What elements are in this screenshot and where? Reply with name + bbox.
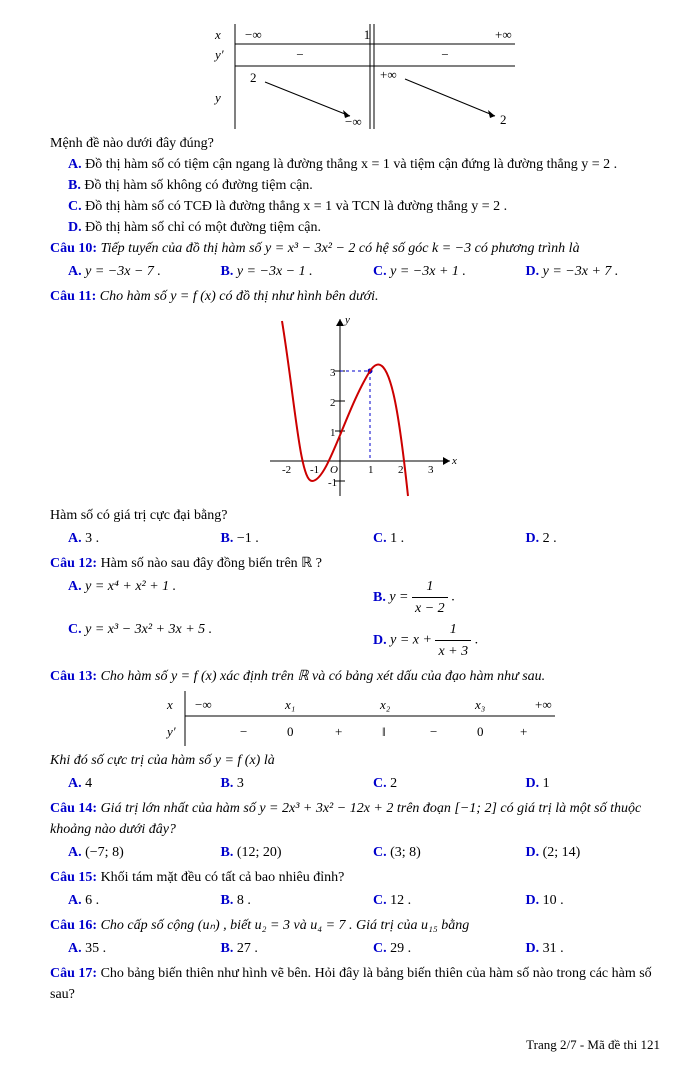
svg-text:y′: y′ [165,724,176,739]
vt1-mid: 1 [364,27,371,42]
q10-options: A. y = −3x − 7 . B. y = −3x − 1 . C. y =… [50,261,660,282]
svg-text:x₃: x₃ [474,697,485,712]
svg-text:-2: -2 [282,464,291,476]
q17-text: Câu 17: Cho bảng biến thiên như hình vẽ … [50,963,660,1005]
svg-text:2: 2 [330,397,336,409]
svg-text:x: x [166,697,173,712]
svg-text:+: + [520,724,527,739]
page-footer: Trang 2/7 - Mã đề thi 121 [50,1035,660,1055]
svg-text:1: 1 [368,464,374,476]
svg-text:-1: -1 [328,477,337,489]
vt1-minus2: − [441,47,448,62]
svg-text:1: 1 [330,427,336,439]
q11-prompt2: Hàm số có giá trị cực đại bằng? [50,505,660,526]
svg-text:3: 3 [330,367,336,379]
vt1-y: y [213,90,221,105]
q13-prompt2: Khi đó số cực trị của hàm số y = f (x) l… [50,750,660,771]
svg-text:O: O [330,464,338,476]
q9-opt-a: A. Đồ thị hàm số có tiệm cận ngang là đư… [68,154,660,175]
svg-text:x₁: x₁ [284,697,295,712]
variation-table-1: x y′ y −∞ 1 +∞ − − 2 −∞ +∞ 2 [50,24,660,129]
q13-options: A. 4 B. 3 C. 2 D. 1 [50,773,660,794]
q16-options: A. 35 . B. 27 . C. 29 . D. 31 . [50,938,660,959]
vt1-x: x [214,27,221,42]
q11-text: Câu 11: Cho hàm số y = f (x) có đồ thị n… [50,286,660,307]
svg-text:-1: -1 [310,464,319,476]
q9-opt-c: C. Đồ thị hàm số có TCĐ là đường thẳng x… [68,196,660,217]
q16-text: Câu 16: Cho cấp số cộng (uₙ) , biết u₂ =… [50,915,660,936]
svg-text:2: 2 [398,464,404,476]
q9-prompt: Mệnh đề nào dưới đây đúng? [50,133,660,154]
svg-text:x₂: x₂ [379,697,391,712]
svg-text:‖: ‖ [382,724,386,739]
svg-text:−: − [240,724,247,739]
q13-text: Câu 13: Cho hàm số y = f (x) xác định tr… [50,666,660,687]
q15-options: A. 6 . B. 8 . C. 12 . D. 10 . [50,890,660,911]
q9-opt-b: B. Đồ thị hàm số không có đường tiệm cận… [68,175,660,196]
svg-text:−: − [430,724,437,739]
q15-text: Câu 15: Khối tám mặt đều có tất cả bao n… [50,867,660,888]
vt1-posinf: +∞ [495,27,512,42]
vt1-neginf: −∞ [245,27,262,42]
vt1-minus1: − [296,47,303,62]
svg-text:y: y [344,314,350,326]
q12-text: Câu 12: Hàm số nào sau đây đồng biến trê… [50,553,660,574]
svg-text:0: 0 [477,724,484,739]
vt1-2b: 2 [500,112,507,127]
svg-text:0: 0 [287,724,294,739]
svg-text:+∞: +∞ [535,697,552,712]
q11-options: A. 3 . B. −1 . C. 1 . D. 2 . [50,528,660,549]
q12-options: A. y = x⁴ + x² + 1 . B. y = 1x − 2 . C. … [50,576,660,662]
q13-sign-table: x y′ −∞ x₁ x₂ x₃ +∞ − 0 + ‖ − 0 + [50,691,660,746]
vt1-neginf2: −∞ [345,114,362,129]
svg-text:x: x [451,455,457,467]
q10-text: Câu 10: Tiếp tuyến của đồ thị hàm số y =… [50,238,660,259]
svg-text:3: 3 [428,464,434,476]
vt1-2a: 2 [250,70,257,85]
q9-opt-d: D. Đồ thị hàm số chỉ có một đường tiệm c… [68,217,660,238]
vt1-yprime: y′ [213,47,224,62]
q14-options: A. (−7; 8) B. (12; 20) C. (3; 8) D. (2; … [50,842,660,863]
q14-text: Câu 14: Giá trị lớn nhất của hàm số y = … [50,798,660,840]
svg-text:+: + [335,724,342,739]
vt1-posinf2: +∞ [380,67,397,82]
q11-graph: x y O -2 -1 1 2 3 -1 1 2 3 [50,311,660,501]
svg-text:−∞: −∞ [195,697,212,712]
